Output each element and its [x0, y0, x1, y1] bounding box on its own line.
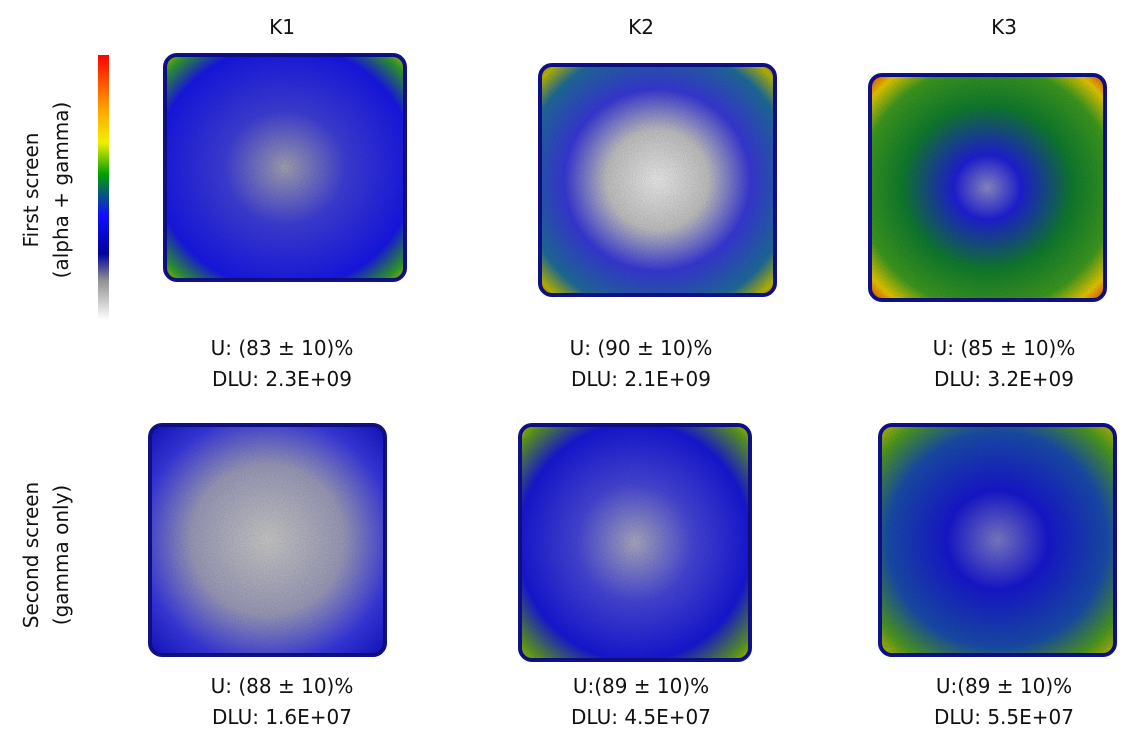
- column-header: K1: [269, 15, 295, 39]
- row-label: Second screen: [19, 482, 43, 628]
- row-sublabel: (gamma only): [49, 485, 73, 625]
- dlu-caption: DLU: 2.3E+09: [212, 367, 352, 391]
- column-header: K3: [991, 15, 1017, 39]
- image-texture: [880, 425, 1115, 655]
- uniformity-caption: U: (90 ± 10)%: [570, 336, 713, 360]
- uniformity-caption: U: (83 ± 10)%: [211, 336, 354, 360]
- image-texture: [870, 75, 1105, 300]
- column-header: K2: [628, 15, 654, 39]
- uniformity-caption: U: (85 ± 10)%: [933, 336, 1076, 360]
- row-sublabel: (alpha + gamma): [49, 102, 73, 279]
- dlu-caption: DLU: 2.1E+09: [571, 367, 711, 391]
- uniformity-caption: U:(89 ± 10)%: [936, 674, 1072, 698]
- dlu-caption: DLU: 3.2E+09: [934, 367, 1074, 391]
- uniformity-caption: U:(89 ± 10)%: [573, 674, 709, 698]
- image-texture: [150, 425, 385, 655]
- color-bar: [98, 55, 109, 320]
- images: [148, 53, 1117, 662]
- image-texture: [520, 425, 750, 660]
- image-texture: [540, 65, 775, 295]
- image-texture: [165, 55, 405, 280]
- row-label: First screen: [19, 133, 43, 248]
- uniformity-caption: U: (88 ± 10)%: [211, 674, 354, 698]
- dlu-caption: DLU: 5.5E+07: [934, 705, 1074, 729]
- dlu-caption: DLU: 1.6E+07: [212, 705, 352, 729]
- dlu-caption: DLU: 4.5E+07: [571, 705, 711, 729]
